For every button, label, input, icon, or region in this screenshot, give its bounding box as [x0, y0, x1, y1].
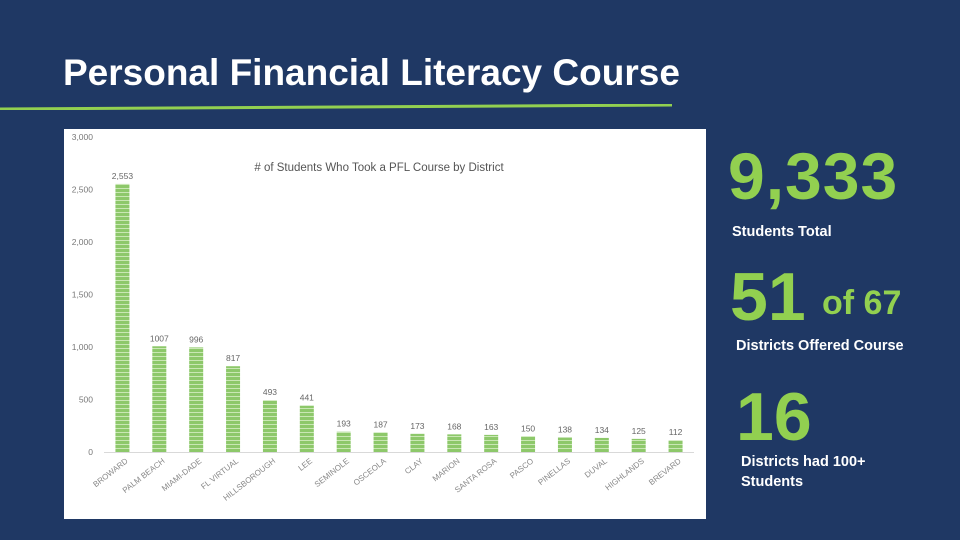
- bar: [668, 440, 683, 452]
- districts-100-plus-value: 16: [736, 379, 812, 455]
- bar: [594, 437, 609, 452]
- data-label: 193: [337, 419, 351, 429]
- data-label: 150: [521, 423, 535, 433]
- x-tick-label: PASCO: [508, 456, 535, 480]
- title-underline: [0, 104, 672, 110]
- bar: [299, 405, 314, 452]
- chart-title: # of Students Who Took a PFL Course by D…: [254, 162, 504, 174]
- districts-offered-label: Districts Offered Course: [736, 338, 904, 354]
- x-tick-label: LEE: [297, 456, 314, 472]
- data-label: 112: [669, 427, 683, 437]
- bar: [484, 434, 499, 452]
- bar: [262, 400, 277, 452]
- total-students-value: 9,333: [728, 139, 899, 213]
- y-tick-label: 2,000: [72, 237, 94, 247]
- bar: [115, 183, 130, 452]
- y-tick-label: 3,000: [72, 132, 94, 142]
- bar: [521, 436, 536, 452]
- x-tick-label: CLAY: [403, 456, 425, 476]
- districts-offered-value: 51: [730, 259, 806, 335]
- y-tick-label: 1,000: [72, 342, 94, 352]
- bar: [336, 431, 351, 452]
- slide-title: Personal Financial Literacy Course: [63, 52, 680, 93]
- bar: [373, 432, 388, 452]
- x-tick-label: PINELLAS: [536, 456, 572, 487]
- data-label: 163: [484, 422, 498, 432]
- bar: [557, 437, 572, 452]
- data-label: 493: [263, 387, 277, 397]
- total-students-label: Students Total: [732, 224, 832, 240]
- data-label: 168: [447, 421, 461, 431]
- districts-total-value: of 67: [822, 284, 902, 322]
- data-label: 134: [595, 425, 609, 435]
- x-tick-label: OSCEOLA: [352, 456, 389, 487]
- data-label: 441: [300, 393, 314, 403]
- y-tick-label: 0: [88, 447, 93, 457]
- bar-chart: # of Students Who Took a PFL Course by D…: [72, 132, 694, 503]
- data-label: 173: [410, 421, 424, 431]
- x-tick-label: MARION: [431, 456, 462, 483]
- x-tick-label: BREVARD: [647, 456, 683, 487]
- data-label: 2,553: [112, 171, 134, 181]
- data-label: 187: [373, 419, 387, 429]
- bar: [189, 347, 204, 452]
- data-label: 138: [558, 425, 572, 435]
- bar: [631, 438, 646, 452]
- chart-card: # of Students Who Took a PFL Course by D…: [64, 129, 706, 519]
- data-label: 1007: [150, 333, 169, 343]
- bar: [226, 366, 241, 452]
- y-tick-label: 1,500: [72, 290, 94, 300]
- data-label: 817: [226, 353, 240, 363]
- data-label: 125: [632, 426, 646, 436]
- bar: [410, 433, 425, 452]
- x-tick-label: HIGHLANDS: [604, 456, 646, 492]
- x-tick-label: MIAMI-DADE: [160, 456, 203, 493]
- y-tick-label: 2,500: [72, 185, 94, 195]
- y-tick-label: 500: [79, 395, 93, 405]
- data-label: 996: [189, 334, 203, 344]
- bar: [152, 346, 167, 452]
- bar: [447, 434, 462, 452]
- x-tick-label: DUVAL: [583, 456, 610, 479]
- x-tick-label: SEMINOLE: [313, 456, 351, 489]
- districts-100-plus-label: Districts had 100+ Students: [741, 454, 866, 490]
